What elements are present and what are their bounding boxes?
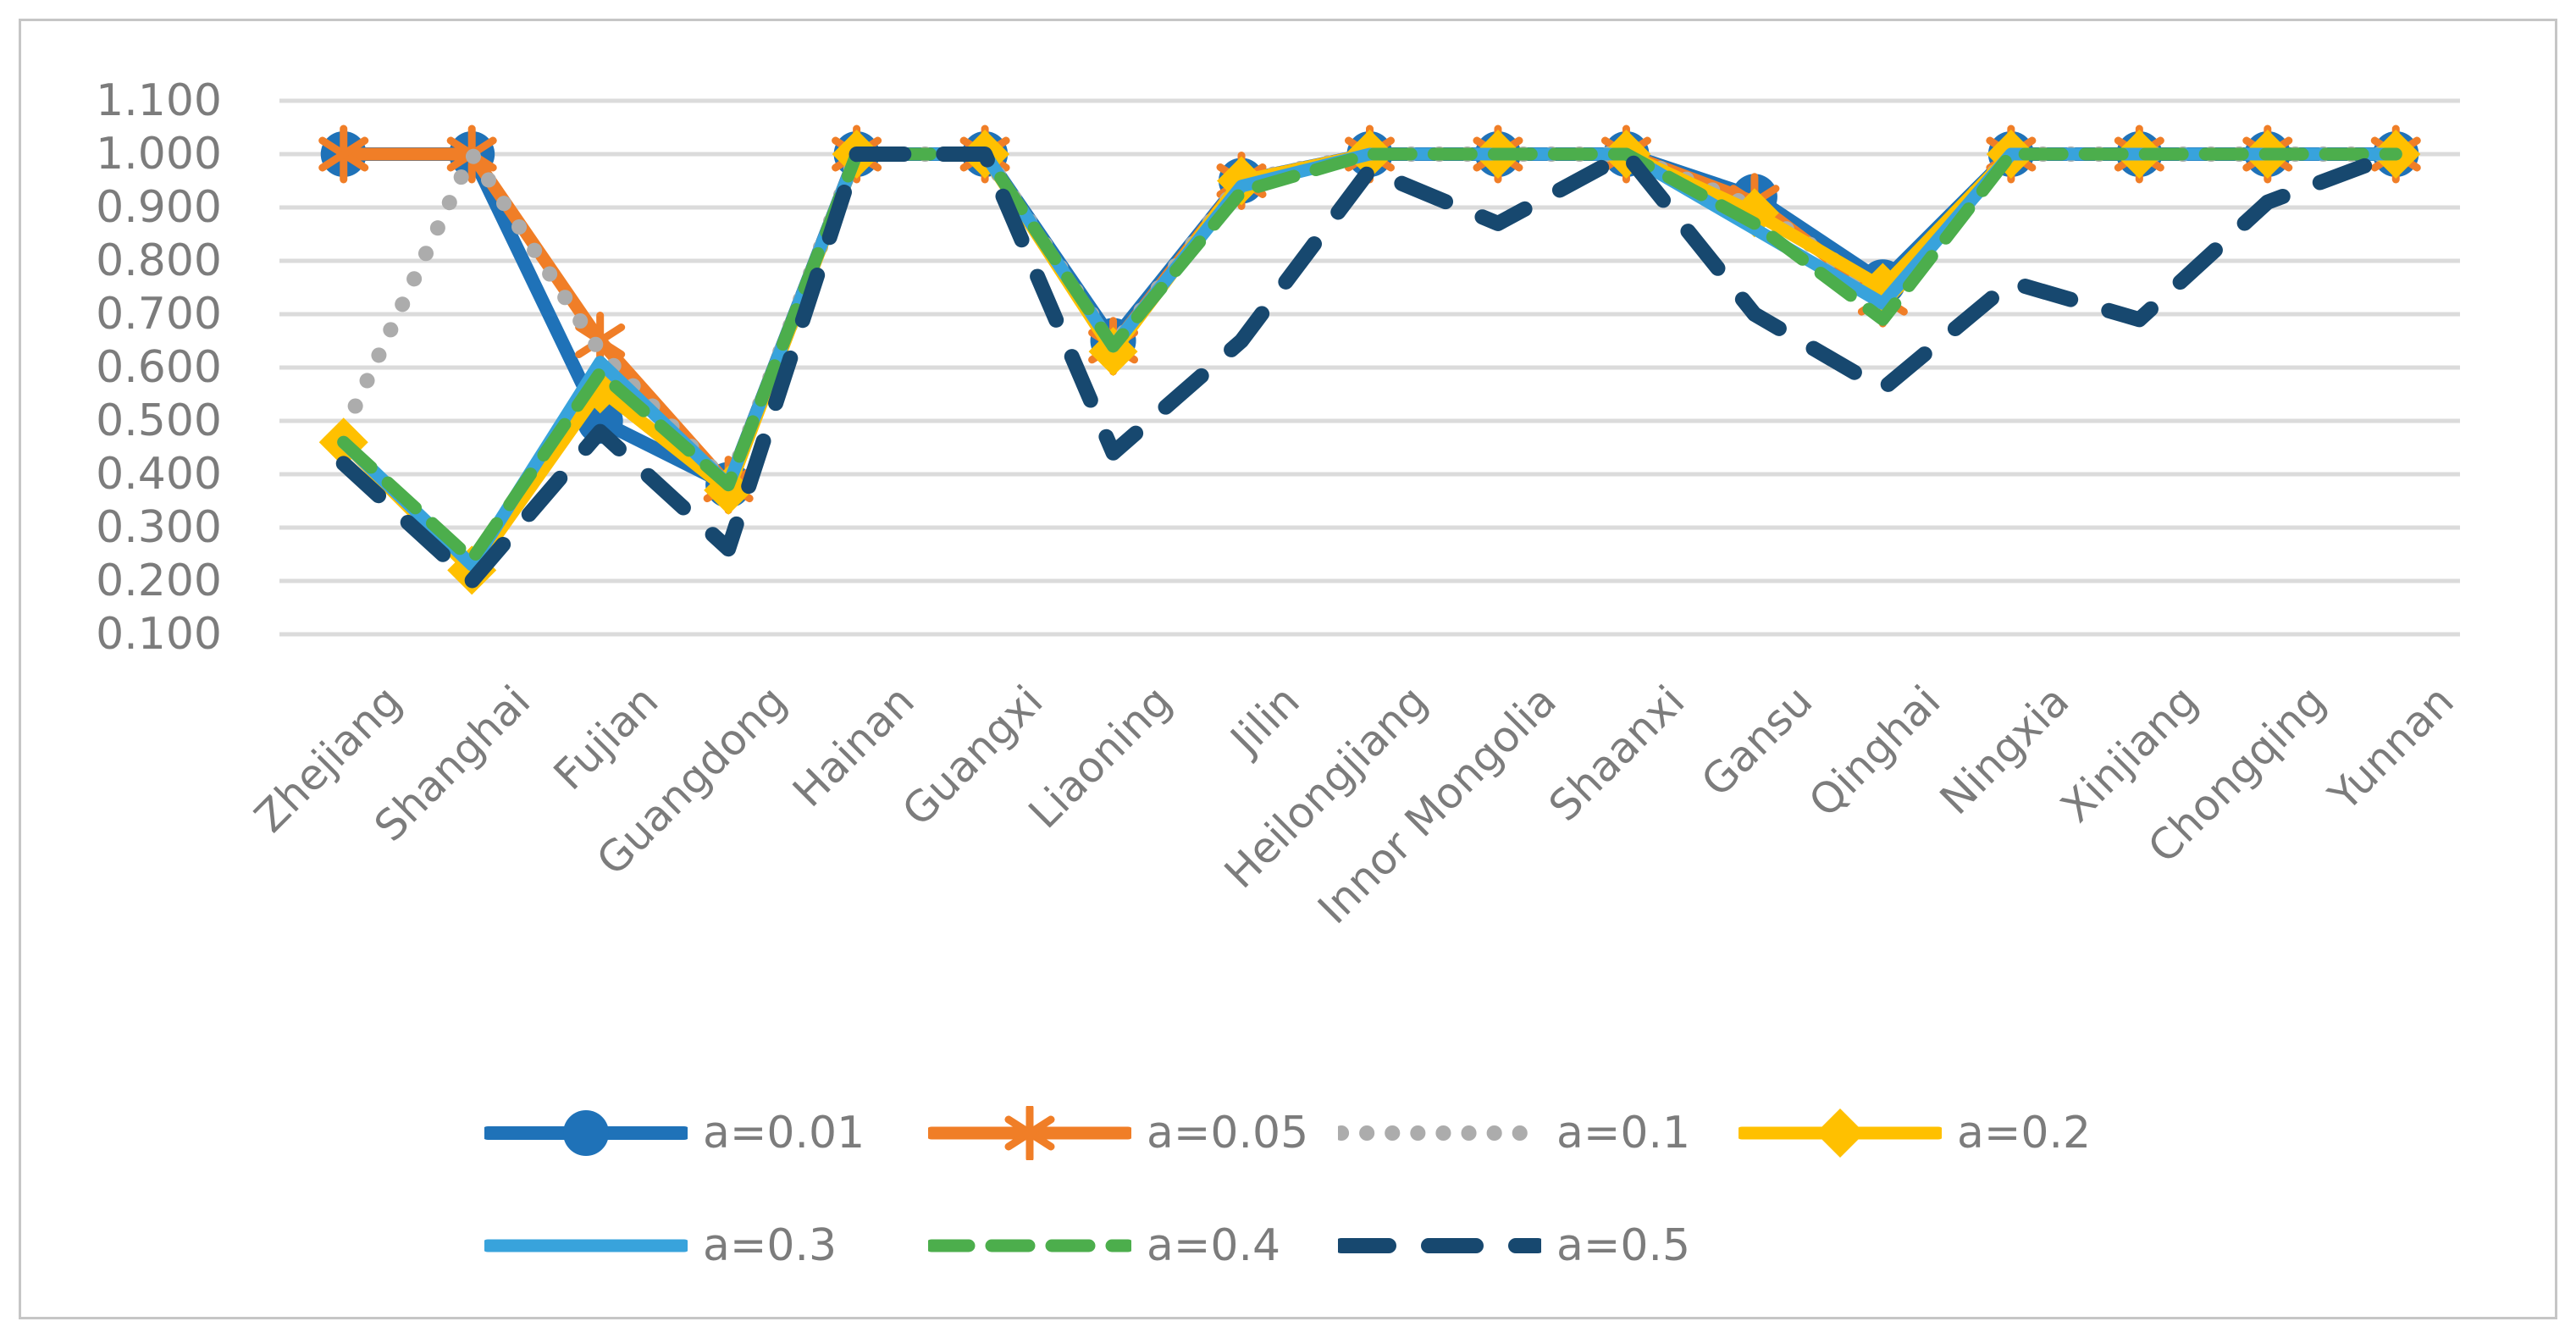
legend-item-a=0.5[interactable]: a=0.5 (1338, 1219, 1690, 1273)
legend-item-label: a=0.3 (703, 1220, 837, 1271)
y-tick-label: 0.200 (96, 556, 222, 606)
y-tick-label: 0.300 (96, 502, 222, 553)
y-tick-label: 1.100 (96, 75, 222, 126)
chart-border (19, 19, 2557, 1319)
data-point-marker-circle (563, 1110, 609, 1156)
legend-swatch-solid-icon (1739, 1109, 1942, 1158)
legend-item-a=0.05[interactable]: a=0.05 (928, 1106, 1308, 1160)
data-point-marker-asterisk (1004, 1115, 1055, 1151)
legend-swatch-solid-icon (484, 1110, 688, 1156)
data-point-marker-diamond (1816, 1109, 1865, 1158)
series-a=0.01 (320, 131, 2419, 508)
y-tick-label: 0.100 (96, 609, 222, 660)
y-tick-label: 0.400 (96, 449, 222, 500)
legend-item-label: a=0.01 (703, 1108, 865, 1158)
series-line-a=0.4 (337, 147, 2402, 567)
legend-item-label: a=0.1 (1556, 1108, 1691, 1158)
legend-swatch-solid-icon (928, 1106, 1131, 1160)
series-a=0.05 (318, 124, 2421, 515)
series-a=0.5 (335, 147, 2404, 589)
legend-item-label: a=0.05 (1147, 1108, 1309, 1158)
legend-swatch-long-dash-icon (1338, 1238, 1541, 1253)
series-a=0.3 (337, 147, 2402, 572)
legend-item-a=0.4[interactable]: a=0.4 (928, 1219, 1280, 1273)
y-tick-label: 0.900 (96, 182, 222, 233)
legend-item-a=0.1[interactable]: a=0.1 (1338, 1106, 1690, 1160)
legend-item-label: a=0.4 (1147, 1220, 1281, 1271)
y-tick-label: 0.800 (96, 235, 222, 286)
y-tick-label: 0.600 (96, 342, 222, 393)
legend-swatch-dotted-icon (1338, 1125, 1541, 1141)
series-line-a=0.5 (335, 147, 2404, 589)
legend-item-label: a=0.5 (1556, 1220, 1691, 1271)
legend-swatch-dashed-icon (928, 1239, 1131, 1252)
legend-item-a=0.3[interactable]: a=0.3 (484, 1219, 837, 1273)
y-tick-label: 0.700 (96, 289, 222, 340)
series-line-a=0.3 (337, 147, 2402, 572)
legend-item-label: a=0.2 (1957, 1108, 2092, 1158)
series-line-a=0.2 (337, 147, 2402, 577)
legend-item-a=0.01[interactable]: a=0.01 (484, 1106, 865, 1160)
data-point-marker-asterisk (318, 136, 369, 172)
y-tick-label: 1.000 (96, 129, 222, 180)
series-a=0.4 (337, 147, 2402, 567)
y-tick-label: 0.500 (96, 395, 222, 446)
series-a=0.2 (318, 130, 2421, 595)
legend-swatch-solid-icon (484, 1239, 688, 1252)
gridlines (279, 98, 2460, 637)
legend-item-a=0.2[interactable]: a=0.2 (1739, 1106, 2091, 1160)
